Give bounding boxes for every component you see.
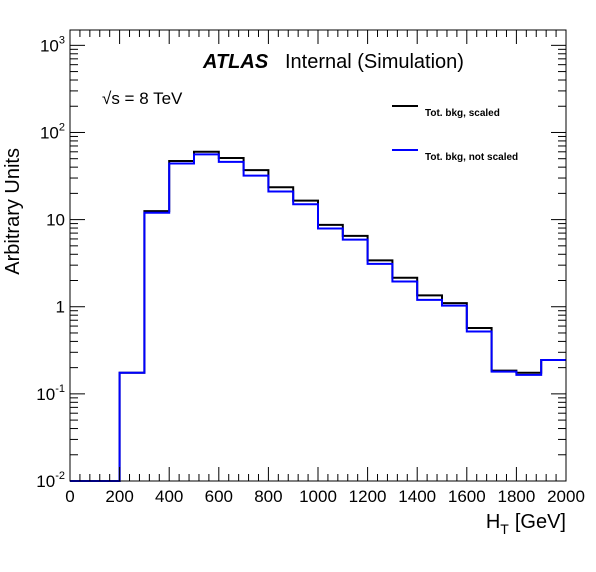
x-tick-label: 0 — [65, 487, 74, 506]
x-axis-title-main: H — [486, 511, 500, 533]
series-line-not-scaled — [70, 153, 566, 482]
x-tick-label: 2000 — [547, 487, 585, 506]
x-axis-title-unit: [GeV] — [515, 511, 566, 533]
atlas-label: ATLAS — [202, 51, 269, 73]
x-tick-label: 800 — [254, 487, 282, 506]
x-tick-label: 1000 — [299, 487, 337, 506]
x-axis-title-subscript: T — [500, 521, 509, 537]
x-tick-label: 200 — [105, 487, 133, 506]
y-tick-label: 1 — [56, 298, 65, 317]
x-tick-label: 1800 — [497, 487, 535, 506]
x-tick-label: 1600 — [448, 487, 486, 506]
legend: Tot. bkg, scaled Tot. bkg, not scaled — [392, 105, 518, 163]
y-tick-label: 103 — [40, 34, 65, 55]
y-tick-label: 10 — [46, 211, 65, 230]
legend-label-scaled: Tot. bkg, scaled — [425, 108, 500, 119]
energy-label: √s = 8 TeV — [102, 89, 183, 108]
x-tick-label: 400 — [155, 487, 183, 506]
legend-label-not-scaled: Tot. bkg, not scaled — [425, 152, 518, 163]
x-axis-title: HT [GeV] — [486, 511, 566, 537]
x-tick-label: 1400 — [398, 487, 436, 506]
y-tick-label: 10-2 — [36, 470, 65, 491]
atlas-status-label: Internal (Simulation) — [285, 51, 464, 73]
y-axis-title: Arbitrary Units — [2, 148, 24, 275]
x-tick-label: 1200 — [349, 487, 387, 506]
y-tick-label: 10-1 — [36, 383, 65, 404]
series-layer — [70, 150, 566, 482]
x-tick-label: 600 — [205, 487, 233, 506]
tick-labels: 0 200 400 600 800 1000 1200 1400 1600 1800 2000 10-… — [36, 34, 585, 506]
axis-ticks — [69, 30, 567, 482]
y-tick-label: 102 — [40, 121, 65, 142]
